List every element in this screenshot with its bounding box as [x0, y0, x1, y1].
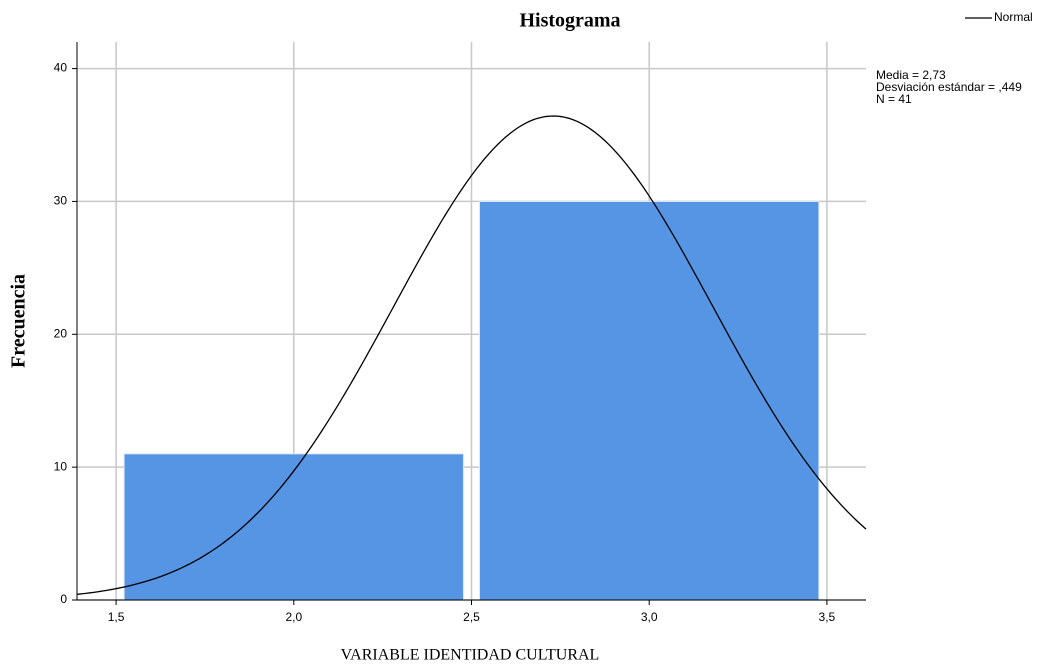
stat-label: N = 41 [876, 92, 912, 106]
y-axis-label: Frecuencia [8, 274, 30, 368]
normal-curve [76, 115, 867, 596]
x-axis-label: VARIABLE IDENTIDAD CULTURAL [341, 647, 600, 664]
y-tick-label: 30 [54, 194, 68, 208]
legend-label: Normal [994, 10, 1033, 24]
x-tick-label: 3,5 [819, 610, 836, 624]
bar [479, 200, 820, 601]
x-tick-label: 3,0 [641, 610, 658, 624]
y-tick-label: 20 [54, 326, 68, 340]
y-tick-label: 40 [54, 61, 68, 75]
bar [123, 453, 464, 601]
stat-label: Desviación estándar = ,449 [876, 80, 1022, 94]
x-tick-label: 2,0 [285, 610, 302, 624]
stat-label: Media = 2,73 [876, 68, 946, 82]
x-tick-label: 2,5 [463, 610, 480, 624]
x-tick-label: 1,5 [108, 610, 125, 624]
y-tick-label: 0 [60, 592, 67, 606]
y-tick-label: 10 [54, 459, 68, 473]
chart-title: Histograma [519, 10, 620, 32]
